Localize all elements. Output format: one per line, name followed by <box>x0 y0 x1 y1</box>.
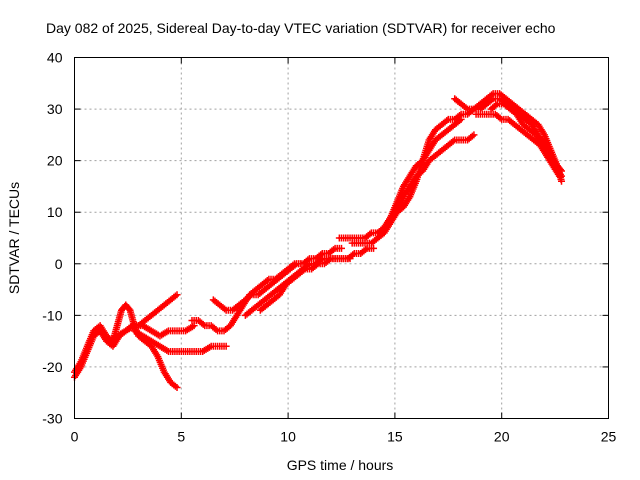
y-tick-label: 0 <box>55 256 63 272</box>
series-track-11 <box>374 95 566 237</box>
data-point <box>173 291 181 299</box>
x-tick-label: 25 <box>601 429 617 445</box>
series-track-14 <box>487 100 566 180</box>
data-point <box>222 342 230 350</box>
data-point <box>338 244 345 252</box>
data-points <box>71 90 566 392</box>
series-track-6 <box>209 244 345 314</box>
y-tick-label: 40 <box>47 50 63 66</box>
series-track-12 <box>451 90 566 185</box>
x-tick-label: 0 <box>71 429 79 445</box>
y-tick-label: -20 <box>42 359 62 375</box>
data-point <box>470 131 478 139</box>
x-tick-label: 10 <box>280 429 296 445</box>
data-point <box>558 172 566 180</box>
data-point <box>346 255 354 263</box>
y-tick-label: 30 <box>47 101 63 117</box>
x-tick-label: 5 <box>177 429 185 445</box>
data-point <box>173 384 181 392</box>
x-tick-label: 15 <box>387 429 403 445</box>
y-tick-label: 10 <box>47 204 63 220</box>
y-tick-label: 20 <box>47 153 63 169</box>
plot-frame <box>74 57 609 419</box>
series-track-8 <box>256 255 354 314</box>
series-track-9 <box>335 115 465 242</box>
x-tick-label: 20 <box>494 429 510 445</box>
series-track-3 <box>105 322 198 345</box>
data-point <box>370 244 378 252</box>
axis-ticks: 0 5 10 15 20 25 -30 -20 -10 0 10 20 30 40 <box>42 50 616 445</box>
y-tick-label: -10 <box>42 307 62 323</box>
x-axis-label: GPS time / hours <box>287 457 394 473</box>
y-tick-label: -30 <box>42 411 62 427</box>
series-track-4 <box>130 327 230 355</box>
y-axis-label: SDTVAR / TECUs <box>6 182 22 294</box>
chart-title: Day 082 of 2025, Sidereal Day-to-day VTE… <box>46 20 556 36</box>
